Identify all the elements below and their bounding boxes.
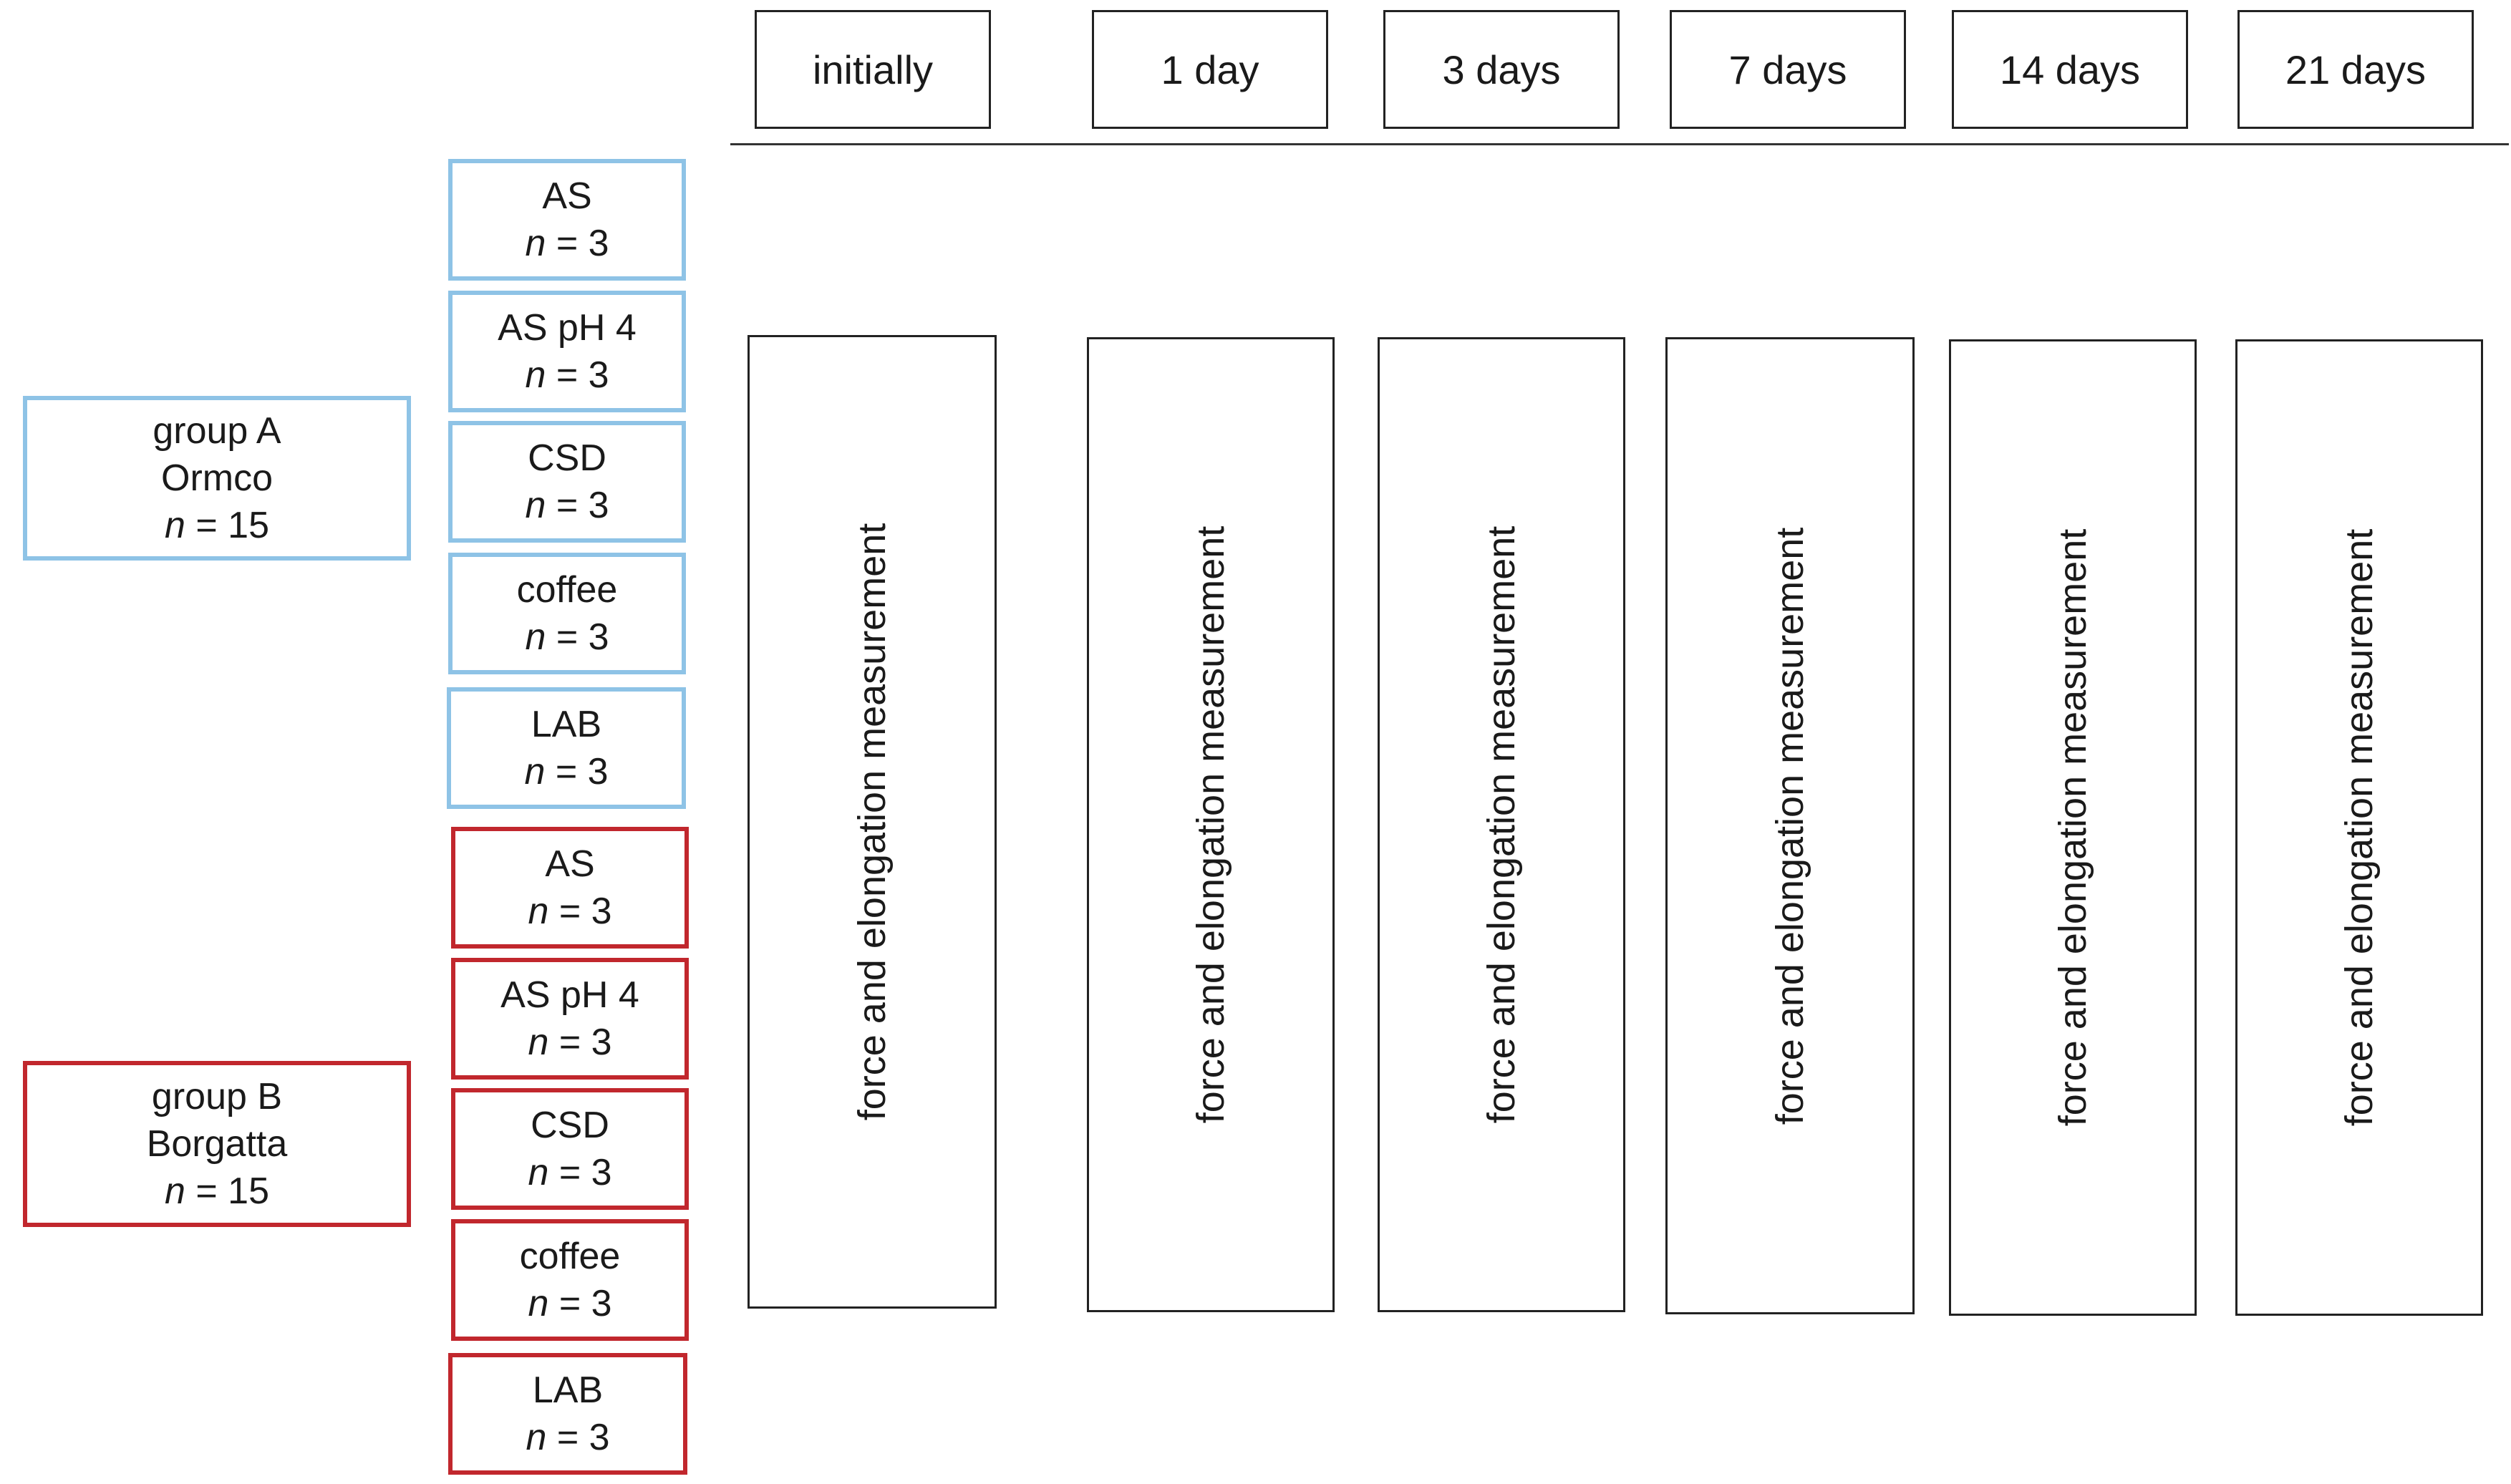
subgroup-b-lab: LAB n = 3 <box>448 1353 687 1475</box>
subgroup-a-as: AS n = 3 <box>448 159 686 281</box>
timepoint-label: 14 days <box>1999 47 2141 92</box>
timepoint-initially: initially <box>755 10 991 129</box>
header-divider <box>730 143 2509 145</box>
subgroup-sample-size: n = 3 <box>526 1417 610 1458</box>
measurement-label: force and elongation measurement <box>1189 525 1232 1124</box>
subgroup-sample-size: n = 3 <box>525 616 609 658</box>
group-sample-size: n = 15 <box>164 1170 270 1212</box>
timepoint-label: 21 days <box>2285 47 2427 92</box>
subgroup-b-coffee: coffee n = 3 <box>451 1219 689 1341</box>
timepoint-3-days: 3 days <box>1383 10 1620 129</box>
group-brand: Borgatta <box>146 1123 288 1165</box>
timepoint-label: initially <box>812 47 934 92</box>
subgroup-sample-size: n = 3 <box>525 354 609 396</box>
measurement-column-7-days: force and elongation measurement <box>1665 337 1915 1314</box>
subgroup-sample-size: n = 3 <box>525 485 609 526</box>
group-label: group A <box>153 410 281 452</box>
timepoint-14-days: 14 days <box>1952 10 2188 129</box>
subgroup-name: AS pH 4 <box>498 307 637 349</box>
measurement-label: force and elongation measurement <box>1769 527 1811 1125</box>
subgroup-name: coffee <box>519 1236 621 1277</box>
subgroup-a-as-ph4: AS pH 4 n = 3 <box>448 291 686 412</box>
measurement-label: force and elongation measurement <box>851 523 894 1121</box>
subgroup-name: coffee <box>516 569 618 611</box>
subgroup-sample-size: n = 3 <box>528 1283 612 1324</box>
timepoint-label: 1 day <box>1161 47 1259 92</box>
subgroup-sample-size: n = 3 <box>528 891 612 932</box>
subgroup-name: CSD <box>528 437 606 479</box>
subgroup-name: LAB <box>531 704 602 745</box>
subgroup-a-csd: CSD n = 3 <box>448 421 686 543</box>
subgroup-name: AS <box>542 175 592 217</box>
subgroup-name: AS <box>545 843 595 885</box>
subgroup-a-lab: LAB n = 3 <box>447 687 686 809</box>
subgroup-sample-size: n = 3 <box>525 223 609 264</box>
subgroup-name: AS pH 4 <box>500 974 639 1016</box>
measurement-column-1-day: force and elongation measurement <box>1087 337 1335 1312</box>
group-label: group B <box>151 1076 283 1117</box>
subgroup-b-csd: CSD n = 3 <box>451 1088 689 1210</box>
timepoint-label: 3 days <box>1442 47 1561 92</box>
group-sample-size: n = 15 <box>164 505 270 546</box>
group-a-box: group A Ormco n = 15 <box>23 396 411 561</box>
measurement-column-14-days: force and elongation measurement <box>1949 339 2197 1316</box>
timepoint-1-day: 1 day <box>1092 10 1328 129</box>
measurement-label: force and elongation measurement <box>2338 528 2381 1127</box>
subgroup-b-as: AS n = 3 <box>451 827 689 949</box>
measurement-column-21-days: force and elongation measurement <box>2235 339 2483 1316</box>
measurement-column-3-days: force and elongation measurement <box>1378 337 1625 1312</box>
measurement-label: force and elongation measurement <box>1480 525 1523 1124</box>
group-b-box: group B Borgatta n = 15 <box>23 1061 411 1227</box>
timepoint-label: 7 days <box>1728 47 1847 92</box>
timepoint-7-days: 7 days <box>1670 10 1906 129</box>
subgroup-sample-size: n = 3 <box>524 751 609 792</box>
group-brand: Ormco <box>161 457 273 499</box>
subgroup-sample-size: n = 3 <box>528 1152 612 1193</box>
subgroup-a-coffee: coffee n = 3 <box>448 553 686 674</box>
subgroup-name: CSD <box>531 1105 609 1146</box>
subgroup-b-as-ph4: AS pH 4 n = 3 <box>451 958 689 1080</box>
measurement-column-initially: force and elongation measurement <box>748 335 997 1309</box>
subgroup-sample-size: n = 3 <box>528 1022 612 1063</box>
timepoint-21-days: 21 days <box>2237 10 2474 129</box>
subgroup-name: LAB <box>532 1369 604 1411</box>
measurement-label: force and elongation measurement <box>2051 528 2094 1127</box>
